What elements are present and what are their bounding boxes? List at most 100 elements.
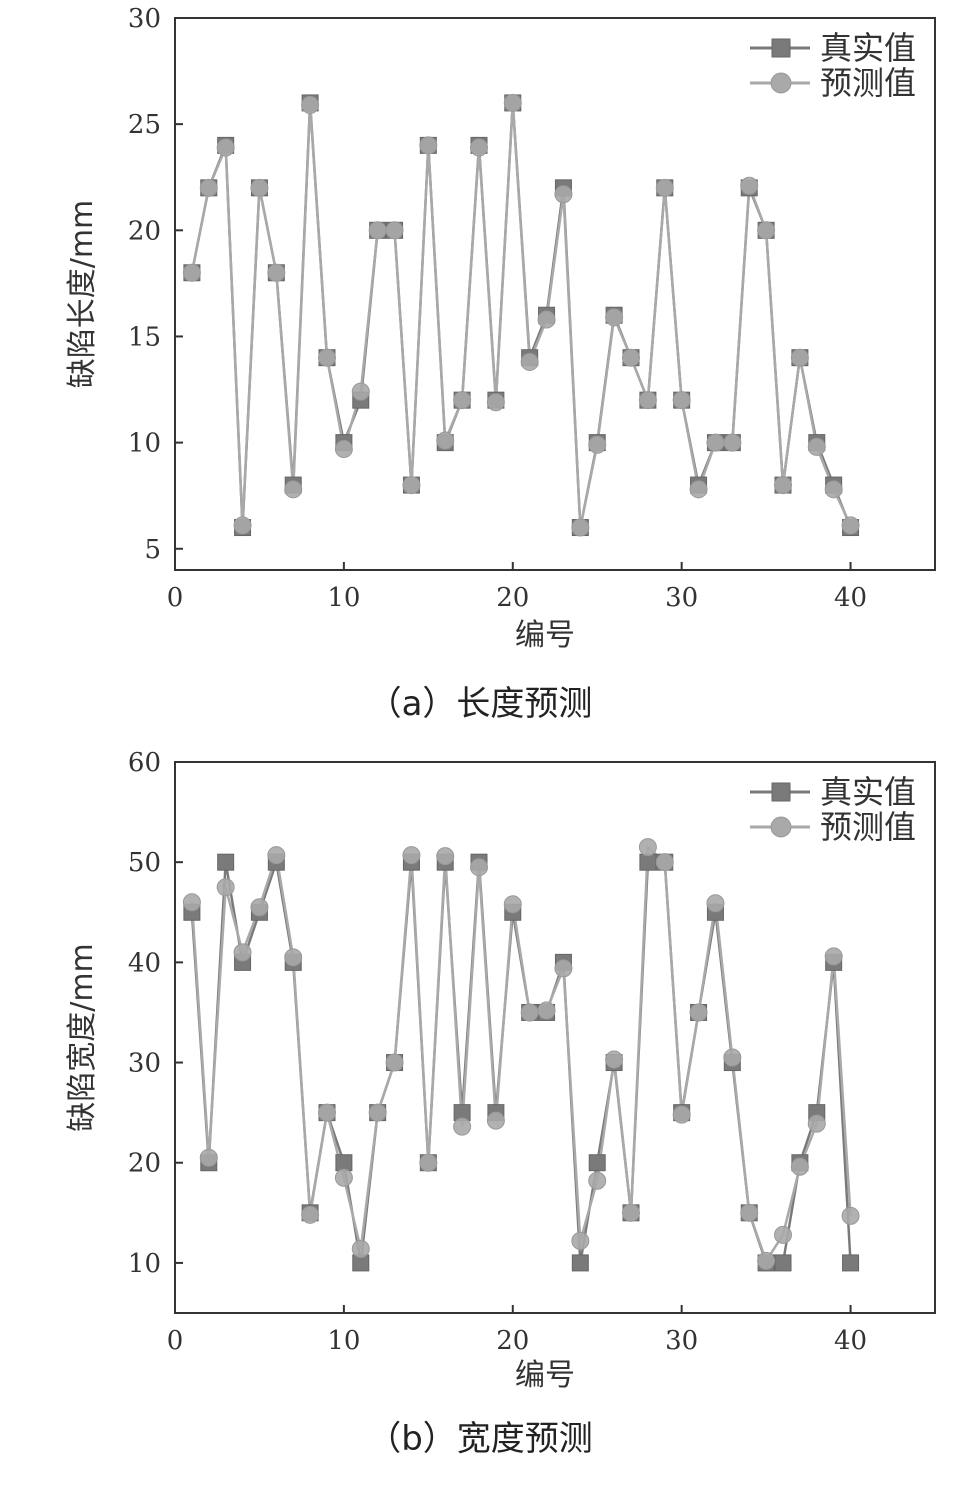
x-tick-label: 20: [496, 583, 529, 613]
data-point-predicted: [233, 943, 252, 962]
y-tick-label: 10: [128, 1249, 161, 1279]
data-point-predicted: [520, 352, 539, 371]
x-tick-label: 30: [665, 1326, 698, 1356]
data-point-predicted: [368, 221, 387, 240]
data-point-predicted: [284, 480, 303, 499]
legend-marker-circle: [770, 816, 792, 838]
data-point-predicted: [824, 480, 843, 499]
data-point-predicted: [554, 185, 573, 204]
legend-entry: 预测值: [820, 808, 916, 846]
data-point-predicted: [301, 1205, 320, 1224]
data-point-predicted: [571, 1231, 590, 1250]
data-point-predicted: [470, 138, 488, 157]
data-point-true: [335, 1154, 353, 1172]
data-point-predicted: [588, 1171, 607, 1190]
data-point-true: [842, 1254, 860, 1272]
data-point-predicted: [385, 221, 404, 240]
data-point-predicted: [250, 898, 269, 917]
data-point-predicted: [385, 1053, 404, 1072]
data-point-predicted: [638, 391, 657, 410]
data-point-predicted: [740, 176, 759, 195]
data-point-predicted: [723, 1048, 742, 1067]
data-point-predicted: [402, 476, 421, 495]
figure-caption: （a）长度预测: [368, 684, 593, 724]
data-point-predicted: [774, 1225, 792, 1244]
data-point-predicted: [807, 437, 826, 456]
x-tick-label: 20: [496, 1326, 529, 1356]
data-point-predicted: [199, 178, 218, 197]
data-point-predicted: [199, 1148, 218, 1167]
data-point-predicted: [419, 1153, 438, 1172]
data-point-predicted: [638, 838, 657, 857]
legend-entry: 预测值: [820, 64, 916, 102]
data-point-predicted: [419, 136, 438, 155]
data-point-predicted: [757, 221, 776, 240]
data-point-predicted: [605, 1050, 624, 1069]
data-point-predicted: [655, 853, 674, 872]
y-axis-label: 缺陷长度/mm: [65, 200, 100, 389]
y-tick-label: 10: [128, 429, 161, 459]
series-line-predicted: [190, 844, 852, 1264]
data-point-predicted: [318, 348, 336, 367]
y-tick-label: 30: [128, 1049, 161, 1079]
data-point-true: [588, 1154, 606, 1172]
y-tick-label: 5: [144, 535, 161, 565]
data-point-predicted: [486, 1111, 505, 1130]
data-point-predicted: [757, 1251, 776, 1270]
data-point-true: [774, 1254, 792, 1272]
data-point-predicted: [622, 348, 640, 367]
data-point-predicted: [368, 1103, 387, 1122]
x-tick-label: 40: [834, 583, 867, 613]
x-axis-label: 编号: [515, 1358, 575, 1393]
y-tick-label: 40: [128, 948, 161, 978]
data-point-predicted: [233, 516, 252, 535]
y-tick-label: 50: [128, 848, 161, 878]
legend-entry: 真实值: [820, 773, 916, 811]
data-point-predicted: [740, 1203, 759, 1222]
data-point-predicted: [672, 391, 691, 410]
data-point-predicted: [689, 1003, 708, 1022]
data-point-predicted: [301, 96, 320, 115]
data-point-predicted: [334, 439, 353, 458]
data-point-predicted: [436, 431, 455, 450]
x-tick-label: 40: [834, 1326, 867, 1356]
data-point-predicted: [774, 476, 792, 495]
series-line-predicted: [190, 102, 852, 528]
data-point-true: [571, 1254, 589, 1272]
x-tick-label: 0: [167, 583, 184, 613]
data-point-predicted: [182, 263, 201, 282]
data-point-predicted: [706, 894, 725, 913]
legend-marker-square: [771, 782, 791, 802]
y-tick-label: 20: [128, 216, 161, 246]
legend-marker-square: [771, 38, 791, 58]
data-point-predicted: [723, 433, 742, 452]
data-point-predicted: [689, 480, 708, 499]
data-point-predicted: [672, 1105, 691, 1124]
data-point-predicted: [503, 895, 522, 914]
data-point-predicted: [453, 391, 472, 410]
plot-frame: [174, 17, 936, 571]
data-point-predicted: [537, 310, 556, 329]
y-tick-label: 60: [128, 748, 161, 778]
x-axis-label: 编号: [515, 618, 575, 653]
y-tick-label: 15: [128, 322, 161, 352]
data-point-predicted: [824, 947, 843, 966]
y-tick-label: 20: [128, 1149, 161, 1179]
data-point-predicted: [486, 393, 505, 412]
data-point-predicted: [216, 138, 235, 157]
data-point-predicted: [571, 518, 590, 537]
x-tick-label: 30: [665, 583, 698, 613]
data-point-predicted: [267, 846, 286, 865]
data-point-predicted: [807, 1114, 826, 1133]
data-point-predicted: [216, 878, 235, 897]
data-point-predicted: [402, 846, 421, 865]
data-point-predicted: [790, 348, 809, 367]
data-point-predicted: [503, 93, 522, 112]
x-tick-label: 10: [327, 1326, 360, 1356]
data-point-predicted: [284, 948, 303, 967]
data-point-predicted: [605, 308, 624, 327]
data-point-predicted: [588, 435, 607, 454]
figure-caption: （b）宽度预测: [367, 1419, 593, 1459]
x-tick-label: 0: [167, 1326, 184, 1356]
